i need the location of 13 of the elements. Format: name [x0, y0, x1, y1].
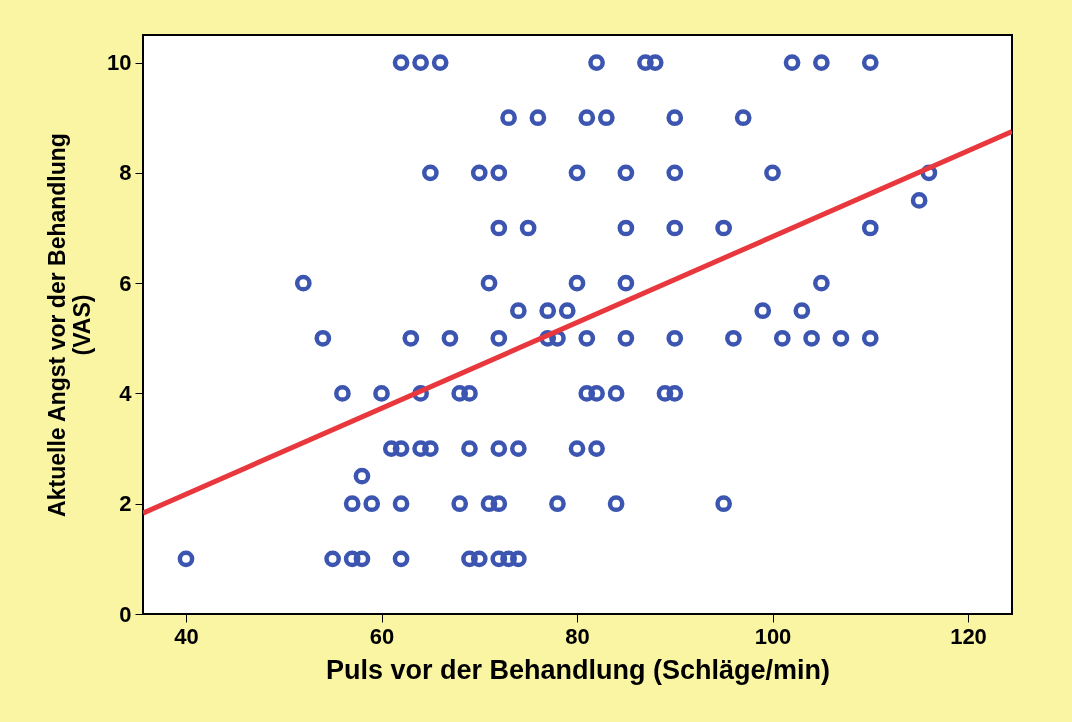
x-tick-label: 100 [754, 623, 792, 649]
y-tick-label: 8 [119, 160, 132, 186]
y-axis-title: Aktuelle Angst vor der Behandlung (VAS) [44, 133, 96, 517]
y-tick-label: 6 [119, 270, 132, 296]
x-axis-title: Puls vor der Behandlung (Schläge/min) [325, 654, 831, 685]
y-tick-label: 2 [119, 491, 132, 517]
y-tick-label: 10 [107, 50, 132, 76]
y-tick-label: 4 [119, 380, 133, 406]
y-tick-label: 0 [119, 601, 132, 627]
x-tick-label: 60 [369, 623, 395, 649]
x-tick-label: 120 [950, 623, 987, 649]
x-tick-label: 80 [565, 623, 590, 649]
x-tick-label: 40 [174, 623, 199, 649]
